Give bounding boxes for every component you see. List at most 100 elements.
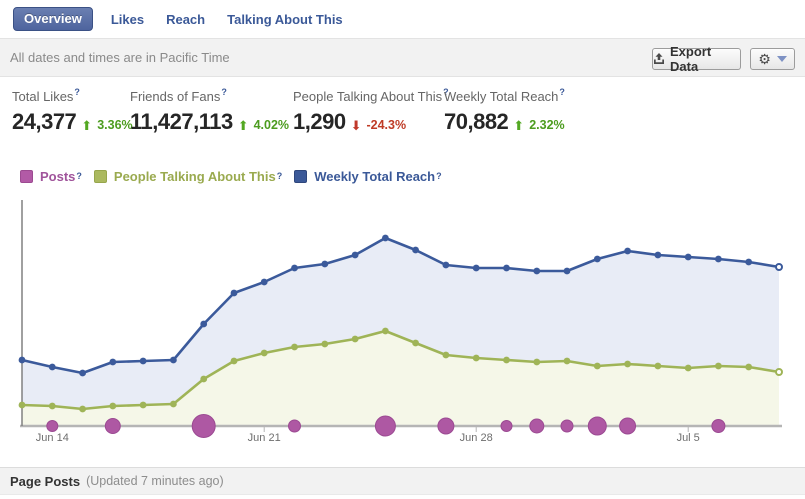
post-bubble[interactable] <box>374 415 396 437</box>
legend-swatch-icon <box>93 169 107 183</box>
stat-label: Friends of Fans <box>130 89 221 104</box>
data-point-weekly-total-reach[interactable] <box>745 258 753 266</box>
data-point-people-talking-about-this[interactable] <box>382 327 389 335</box>
up-arrow-icon: ⬆ <box>81 118 93 133</box>
data-point-weekly-total-reach[interactable] <box>684 253 692 261</box>
post-bubble[interactable] <box>711 419 726 433</box>
data-point-weekly-total-reach[interactable] <box>472 264 480 272</box>
stat-value: 1,290 <box>293 109 346 134</box>
insights-chart[interactable]: Jun 14 Jun 21 Jun 28 Jul 5 <box>0 198 805 450</box>
data-point-people-talking-about-this[interactable] <box>472 354 480 362</box>
legend-item-people-talking-about-this: People Talking About This? <box>93 168 282 184</box>
stat-label: Weekly Total Reach <box>444 89 559 104</box>
post-bubble[interactable] <box>619 417 637 435</box>
tab-talking-about-this[interactable]: Talking About This <box>227 11 343 27</box>
data-point-people-talking-about-this[interactable] <box>412 339 419 347</box>
help-icon[interactable]: ? <box>559 86 565 97</box>
data-point-people-talking-about-this[interactable] <box>109 402 117 410</box>
data-point-weekly-total-reach[interactable] <box>48 363 56 371</box>
down-arrow-icon: ⬇ <box>350 118 362 133</box>
post-bubble[interactable] <box>587 416 607 436</box>
tab-overview[interactable]: Overview <box>13 7 93 31</box>
data-point-weekly-total-reach[interactable] <box>230 289 238 297</box>
data-point-weekly-total-reach[interactable] <box>654 251 662 259</box>
data-point-people-talking-about-this[interactable] <box>18 401 26 409</box>
gear-icon: ⚙ <box>758 51 771 67</box>
data-point-people-talking-about-this[interactable] <box>503 356 510 364</box>
data-point-weekly-total-reach[interactable] <box>109 358 117 366</box>
help-icon[interactable]: ? <box>74 86 80 97</box>
data-point-people-talking-about-this[interactable] <box>230 357 238 365</box>
data-point-weekly-total-reach[interactable] <box>79 369 86 377</box>
settings-dropdown-button[interactable]: ⚙ <box>750 48 795 70</box>
data-point-weekly-total-reach[interactable] <box>442 261 450 269</box>
help-icon[interactable]: ? <box>221 86 227 97</box>
data-point-people-talking-about-this[interactable] <box>715 362 722 370</box>
upload-icon <box>653 53 665 65</box>
post-bubble[interactable] <box>500 420 513 432</box>
data-point-weekly-total-reach[interactable] <box>321 260 329 268</box>
data-point-weekly-total-reach[interactable] <box>200 320 208 328</box>
data-point-weekly-total-reach[interactable] <box>351 251 359 259</box>
chart-legend: Posts? People Talking About This? Weekly T… <box>20 166 454 186</box>
data-point-people-talking-about-this[interactable] <box>170 400 177 408</box>
notice-bar: All dates and times are in Pacific Time … <box>0 38 805 77</box>
stat-friends-of-fans: Friends of Fans? 11,427,113 ⬆ 4.02% <box>130 86 290 135</box>
data-point-weekly-total-reach[interactable] <box>715 255 722 263</box>
stat-delta: -24.3% <box>366 118 407 132</box>
data-point-people-talking-about-this[interactable] <box>654 362 662 370</box>
data-point-weekly-total-reach[interactable] <box>260 278 268 286</box>
x-axis-label: Jul 5 <box>677 432 700 444</box>
post-bubble[interactable] <box>288 419 301 433</box>
data-point-weekly-total-reach[interactable] <box>291 264 298 272</box>
post-bubble[interactable] <box>46 420 59 432</box>
data-point-people-talking-about-this[interactable] <box>745 363 753 371</box>
data-point-people-talking-about-this[interactable] <box>442 351 450 359</box>
data-point-people-talking-about-this[interactable] <box>321 340 329 348</box>
data-point-weekly-total-reach[interactable] <box>139 357 147 365</box>
tab-reach[interactable]: Reach <box>166 11 206 27</box>
tab-likes[interactable]: Likes <box>110 11 145 27</box>
data-point-people-talking-about-this[interactable] <box>139 401 147 409</box>
data-point-people-talking-about-this[interactable] <box>775 368 783 376</box>
data-point-people-talking-about-this[interactable] <box>260 349 268 357</box>
data-point-people-talking-about-this[interactable] <box>291 343 298 351</box>
stat-people-talking-about-this: People Talking About This? 1,290 ⬇ -24.3% <box>293 86 449 135</box>
data-point-weekly-total-reach[interactable] <box>412 246 419 254</box>
data-point-people-talking-about-this[interactable] <box>533 358 541 366</box>
post-bubble[interactable] <box>437 417 455 435</box>
data-point-people-talking-about-this[interactable] <box>593 362 601 370</box>
stat-value: 11,427,113 <box>130 109 233 134</box>
data-point-people-talking-about-this[interactable] <box>79 405 86 413</box>
data-point-people-talking-about-this[interactable] <box>624 360 631 368</box>
data-point-people-talking-about-this[interactable] <box>351 335 359 343</box>
data-point-weekly-total-reach[interactable] <box>624 247 631 255</box>
stat-label: Total Likes <box>12 89 74 104</box>
x-axis-label: Jun 21 <box>248 432 281 444</box>
data-point-weekly-total-reach[interactable] <box>775 263 783 271</box>
post-bubble[interactable] <box>560 419 574 433</box>
stat-total-likes: Total Likes? 24,377 ⬆ 3.36% <box>12 86 133 135</box>
help-icon[interactable]: ? <box>443 86 449 97</box>
data-point-weekly-total-reach[interactable] <box>563 267 571 275</box>
data-point-weekly-total-reach[interactable] <box>170 356 177 364</box>
legend-swatch-icon <box>20 169 33 183</box>
data-point-weekly-total-reach[interactable] <box>533 267 541 275</box>
data-point-weekly-total-reach[interactable] <box>593 255 601 263</box>
data-point-people-talking-about-this[interactable] <box>684 364 692 372</box>
data-point-people-talking-about-this[interactable] <box>48 402 56 410</box>
chart-svg[interactable]: Jun 14 Jun 21 Jun 28 Jul 5 <box>0 198 805 450</box>
data-point-people-talking-about-this[interactable] <box>200 375 208 383</box>
page-posts-header: Page Posts (Updated 7 minutes ago) <box>0 467 805 495</box>
data-point-weekly-total-reach[interactable] <box>18 356 26 364</box>
data-point-people-talking-about-this[interactable] <box>563 357 571 365</box>
legend-label: People Talking About This <box>113 168 276 184</box>
data-point-weekly-total-reach[interactable] <box>503 264 510 272</box>
stat-delta: 4.02% <box>253 118 290 132</box>
post-bubble[interactable] <box>529 418 545 434</box>
data-point-weekly-total-reach[interactable] <box>382 234 389 242</box>
export-data-button[interactable]: Export Data <box>652 44 741 74</box>
post-bubble[interactable] <box>191 414 216 438</box>
post-bubble[interactable] <box>104 418 121 434</box>
